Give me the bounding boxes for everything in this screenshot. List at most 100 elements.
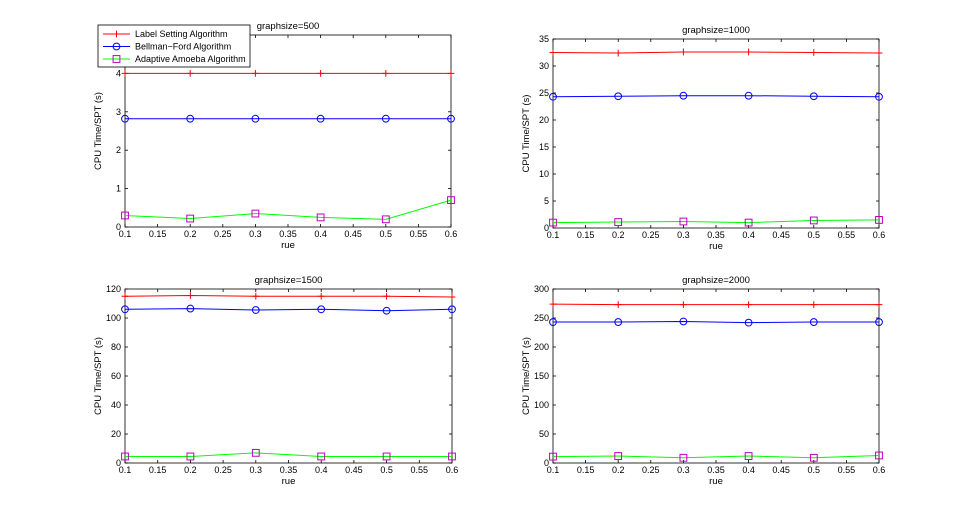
data-point [121,70,129,77]
series-line [552,51,880,54]
data-point [448,452,456,461]
data-point [187,292,194,299]
y-tick-label: 300 [534,284,549,294]
y-tick-label: 15 [539,142,549,152]
x-tick-label: 0.25 [642,230,660,240]
x-tick-label: 0.45 [345,465,363,475]
data-point [875,301,883,309]
y-tick-label: 35 [539,34,549,44]
y-tick-label: 150 [534,371,549,381]
data-point [251,114,260,123]
x-tick-label: 0.2 [612,465,625,475]
data-point [679,453,688,462]
x-tick-label: 0.25 [642,465,660,475]
data-point [447,114,455,123]
data-point [121,114,129,123]
data-point [875,92,883,101]
data-point [317,305,326,314]
data-point [875,318,883,326]
series-line [552,303,879,306]
data-point [809,92,818,101]
x-axis-label: rue [281,240,295,251]
data-point [875,216,883,224]
y-tick-label: 4 [116,68,121,78]
data-point [875,49,883,57]
data-point [316,213,325,222]
x-tick-label: 0.4 [742,465,755,475]
legend-marker [113,30,120,38]
x-tick-label: 0.5 [380,465,393,475]
x-tick-label: 0.1 [547,230,560,240]
data-point [745,301,752,309]
data-point [810,49,818,56]
x-tick-label: 0.3 [249,229,262,239]
data-point [809,216,818,225]
x-tick-label: 0.3 [677,230,690,240]
x-tick-label: 0.5 [808,465,821,475]
x-axis-label: rue [709,476,723,487]
chart-graphsize-1500: 0.1 0.15 0.2 0.25 0.3 0.35 0.4 0.45 0.5 0.55 0.6 0 2… [93,275,458,487]
data-point [186,304,195,313]
series-line [553,320,879,324]
plot-area [552,288,880,464]
data-point [744,218,753,227]
y-tick-label: 3 [116,107,121,117]
y-tick-label: 200 [534,342,549,352]
data-point [382,452,391,461]
data-point [745,48,752,56]
x-tick-label: 0.3 [250,465,263,475]
x-tick-label: 0.5 [380,229,393,239]
data-point [121,305,129,314]
chart-title: graphsize=2000 [682,275,750,286]
data-point [186,214,195,223]
y-tick-label: 5 [544,196,549,206]
chart-title: graphsize=500 [257,21,320,32]
data-point [809,318,818,326]
data-point [744,91,753,100]
x-tick-label: 0.25 [214,229,232,239]
x-tick-label: 0.35 [280,465,298,475]
data-point [549,218,557,227]
data-point [251,306,260,314]
data-point [875,451,883,460]
y-tick-label: 2 [116,145,121,155]
data-point [251,448,260,457]
series-line [124,308,453,312]
data-point [549,318,557,326]
data-point [251,209,260,218]
data-point [252,292,260,300]
data-point [744,452,753,460]
x-tick-label: 0.5 [808,230,821,240]
data-point [809,453,818,462]
plot-area [552,38,880,229]
x-tick-label: 0.15 [577,465,595,475]
x-tick-label: 0.45 [772,230,790,240]
data-point [549,92,557,101]
data-point [252,70,259,77]
y-tick-label: 1 [116,184,121,194]
x-tick-label: 0.45 [772,465,790,475]
data-point [383,292,390,300]
y-tick-label: 40 [111,400,121,410]
data-point [448,305,456,314]
data-point [316,114,325,123]
y-tick-label: 20 [539,115,549,125]
y-axis-label: CPU Time/SPT (s) [521,95,532,173]
chart-graphsize-2000: 0.1 0.15 0.2 0.25 0.3 0.35 0.4 0.45 0.5 0.55 0.6 0 5… [521,275,885,487]
data-point [186,70,194,77]
data-point [614,452,623,460]
x-tick-label: 0.6 [446,465,459,475]
data-point [614,301,622,309]
x-tick-label: 0.15 [149,465,167,475]
y-tick-label: 50 [539,429,549,439]
x-axis-label: rue [282,476,296,487]
x-tick-label: 0.2 [612,230,625,240]
x-tick-label: 0.55 [411,465,429,475]
legend-marker [112,42,121,51]
data-point [810,301,818,309]
legend: Label Setting Algorithm Bellman−Ford Algo… [97,24,251,68]
y-tick-label: 10 [539,169,549,179]
x-tick-label: 0.55 [410,229,428,239]
y-tick-label: 250 [534,313,549,323]
y-tick-label: 25 [539,88,549,98]
